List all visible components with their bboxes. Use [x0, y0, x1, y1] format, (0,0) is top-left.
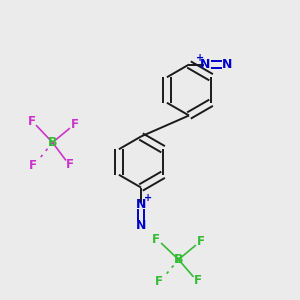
Text: N: N [200, 58, 211, 71]
Text: F: F [152, 233, 160, 246]
Text: B: B [48, 136, 57, 149]
Text: F: F [29, 159, 38, 172]
Text: N: N [136, 219, 146, 232]
Text: B: B [174, 253, 183, 266]
Text: F: F [194, 274, 202, 287]
Text: F: F [197, 235, 205, 248]
Text: F: F [155, 275, 163, 288]
Text: N: N [136, 197, 146, 211]
Text: +: + [143, 193, 152, 203]
Text: F: F [28, 115, 35, 128]
Text: N: N [222, 58, 232, 71]
Text: F: F [66, 158, 74, 171]
Text: +: + [196, 53, 204, 63]
Text: F: F [71, 118, 79, 131]
